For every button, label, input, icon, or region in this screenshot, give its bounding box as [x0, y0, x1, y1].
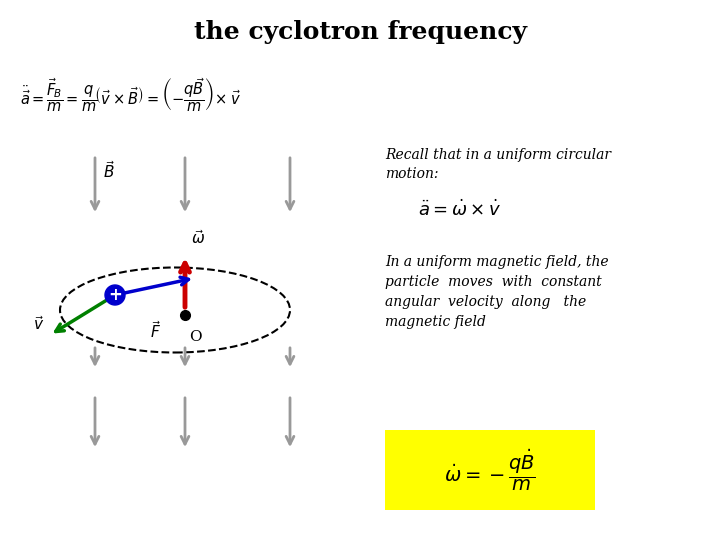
Text: O: O — [189, 330, 202, 344]
Text: In a uniform magnetic field, the
particle  moves  with  constant
angular  veloci: In a uniform magnetic field, the particl… — [385, 255, 608, 329]
Text: $\vec{B}$: $\vec{B}$ — [103, 160, 115, 181]
FancyBboxPatch shape — [385, 430, 595, 510]
Text: $\vec{\omega}$: $\vec{\omega}$ — [191, 229, 205, 247]
Text: $\ddot{a} = \dot{\omega}\times\dot{v}$: $\ddot{a} = \dot{\omega}\times\dot{v}$ — [418, 200, 502, 220]
Text: the cyclotron frequency: the cyclotron frequency — [194, 20, 526, 44]
Text: +: + — [108, 286, 122, 304]
Circle shape — [105, 285, 125, 305]
Text: $\dot{\omega} = -\dfrac{q\dot{B}}{m}$: $\dot{\omega} = -\dfrac{q\dot{B}}{m}$ — [444, 447, 536, 493]
Text: $\vec{v}$: $\vec{v}$ — [33, 315, 44, 333]
Text: Recall that in a uniform circular
motion:: Recall that in a uniform circular motion… — [385, 148, 611, 181]
Text: $\vec{F}$: $\vec{F}$ — [150, 320, 161, 341]
Text: $\ddot{\vec{a}} = \dfrac{\vec{F}_{\!B}}{m} = \dfrac{q}{m}\!\left(\vec{v}\times\v: $\ddot{\vec{a}} = \dfrac{\vec{F}_{\!B}}{… — [20, 76, 241, 114]
